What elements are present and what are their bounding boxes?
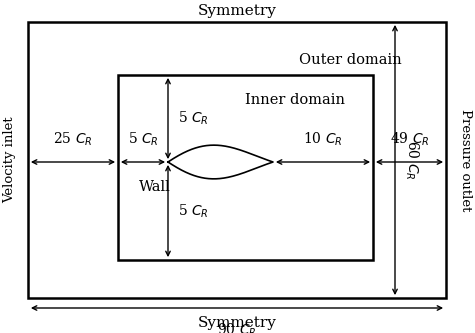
- Bar: [28, 22, 446, 298]
- Bar: [118, 75, 373, 260]
- Text: 60 $C_R$: 60 $C_R$: [403, 140, 420, 180]
- Text: Velocity inlet: Velocity inlet: [3, 117, 17, 203]
- Text: 90 $C_R$: 90 $C_R$: [217, 322, 257, 333]
- Text: Outer domain: Outer domain: [299, 53, 401, 67]
- Text: 25 $C_R$: 25 $C_R$: [53, 131, 93, 148]
- Text: 49 $C_R$: 49 $C_R$: [390, 131, 429, 148]
- Text: Symmetry: Symmetry: [198, 316, 276, 330]
- Text: 5 $C_R$: 5 $C_R$: [178, 202, 209, 220]
- Text: 5 $C_R$: 5 $C_R$: [178, 110, 209, 127]
- Text: Pressure outlet: Pressure outlet: [459, 109, 473, 211]
- Text: Wall: Wall: [139, 180, 171, 194]
- Text: 5 $C_R$: 5 $C_R$: [128, 131, 158, 148]
- Text: Inner domain: Inner domain: [245, 93, 345, 107]
- Text: 10 $C_R$: 10 $C_R$: [303, 131, 343, 148]
- Text: Symmetry: Symmetry: [198, 4, 276, 18]
